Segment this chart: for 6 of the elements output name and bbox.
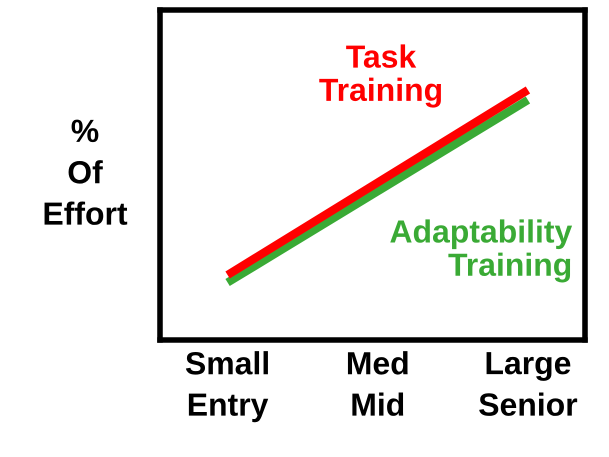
series-label: Adaptability Training xyxy=(390,219,572,282)
y-axis-title: % Of Effort xyxy=(44,120,128,225)
series-label: Task Training xyxy=(319,44,441,108)
x-tick-label: Large Senior xyxy=(479,352,578,416)
x-tick-label: Med Mid xyxy=(348,351,408,416)
x-tick-label: Small Entry xyxy=(186,351,268,422)
